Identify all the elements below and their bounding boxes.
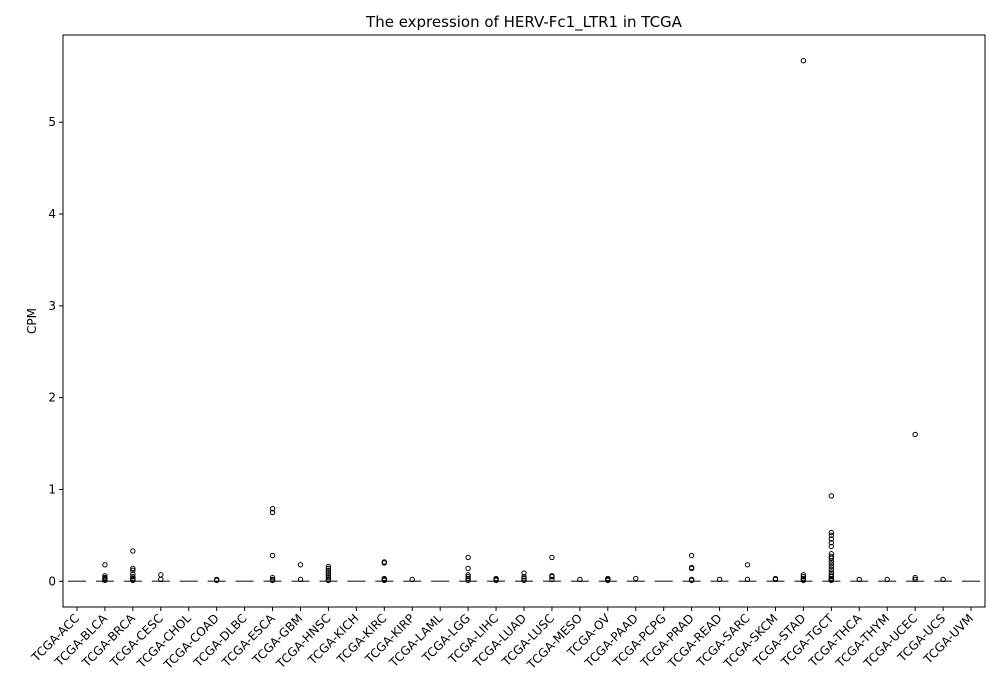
outlier-point — [325, 571, 332, 577]
outlier-point — [716, 576, 723, 583]
outlier-point — [744, 576, 751, 583]
outlier-point — [605, 577, 611, 584]
outlier-point — [549, 574, 555, 580]
outlier-point — [521, 575, 527, 582]
outlier-point — [521, 574, 527, 580]
outlier-point — [158, 572, 164, 578]
outlier-point — [688, 552, 695, 559]
outlier-point — [521, 577, 527, 584]
outlier-point — [912, 574, 918, 581]
outlier-point — [828, 540, 835, 546]
outlier-point — [269, 509, 276, 516]
outlier-point — [828, 566, 835, 573]
outlier-point — [800, 574, 807, 580]
y-tick-label: 2 — [48, 391, 56, 405]
outlier-point — [158, 576, 164, 583]
outlier-point — [800, 577, 807, 584]
outlier-point — [130, 574, 136, 580]
outlier-point — [828, 536, 835, 542]
outlier-point — [800, 58, 807, 64]
outlier-point — [297, 562, 304, 568]
outlier-point — [381, 560, 388, 566]
outlier-point — [325, 577, 332, 584]
outlier-point — [828, 563, 835, 570]
outlier-point — [409, 576, 415, 583]
outlier-point — [325, 569, 332, 575]
outlier-point — [549, 554, 555, 561]
outlier-point — [130, 565, 136, 572]
outlier-point — [297, 576, 304, 583]
outlier-point — [269, 552, 276, 559]
outlier-point — [828, 561, 835, 567]
y-tick-label: 4 — [48, 207, 56, 221]
outlier-point — [577, 576, 583, 583]
y-tick-label: 0 — [48, 574, 56, 588]
outlier-point — [381, 577, 388, 584]
plot-area: 012345TCGA-ACCTCGA-BLCATCGA-BRCATCGA-CES… — [28, 58, 980, 672]
outlier-point — [465, 575, 471, 582]
outlier-point — [688, 565, 695, 572]
chart-title: The expression of HERV-Fc1_LTR1 in TCGA — [365, 13, 683, 32]
outlier-point — [856, 576, 862, 583]
outlier-point — [828, 558, 835, 564]
outlier-point — [828, 543, 835, 550]
outlier-point — [269, 574, 276, 581]
outlier-point — [325, 574, 332, 581]
outlier-point — [912, 576, 918, 583]
outlier-point — [465, 574, 471, 580]
outlier-point — [772, 576, 779, 583]
outlier-point — [493, 577, 499, 584]
outlier-point — [130, 577, 136, 584]
outlier-point — [828, 493, 835, 499]
outlier-point — [912, 431, 918, 438]
y-tick-label: 5 — [48, 115, 56, 129]
outlier-point — [130, 548, 136, 554]
outlier-point — [744, 562, 751, 568]
y-tick-label: 1 — [48, 482, 56, 496]
outlier-point — [325, 567, 332, 573]
outlier-point — [828, 577, 835, 584]
outlier-point — [269, 577, 276, 584]
outlier-point — [828, 555, 835, 562]
outlier-point — [465, 572, 471, 578]
outlier-point — [465, 554, 471, 561]
outlier-point — [521, 570, 527, 576]
outlier-point — [633, 575, 639, 582]
outlier-point — [884, 576, 890, 583]
outlier-point — [130, 567, 136, 573]
plot-frame — [62, 34, 986, 608]
outlier-point — [102, 562, 108, 568]
outlier-point — [102, 577, 108, 584]
y-tick-label: 3 — [48, 299, 56, 313]
outlier-point — [465, 577, 471, 584]
y-axis-label: CPM — [25, 308, 39, 334]
outlier-point — [325, 563, 332, 570]
outlier-point — [549, 576, 555, 583]
outlier-point — [213, 577, 220, 584]
outlier-point — [940, 576, 946, 583]
outlier-point — [828, 574, 835, 580]
outlier-point — [325, 565, 332, 572]
outlier-point — [828, 529, 835, 536]
outlier-point — [465, 565, 471, 572]
outlier-point — [828, 532, 835, 539]
outlier-point — [269, 506, 276, 512]
outlier-point — [688, 577, 695, 584]
